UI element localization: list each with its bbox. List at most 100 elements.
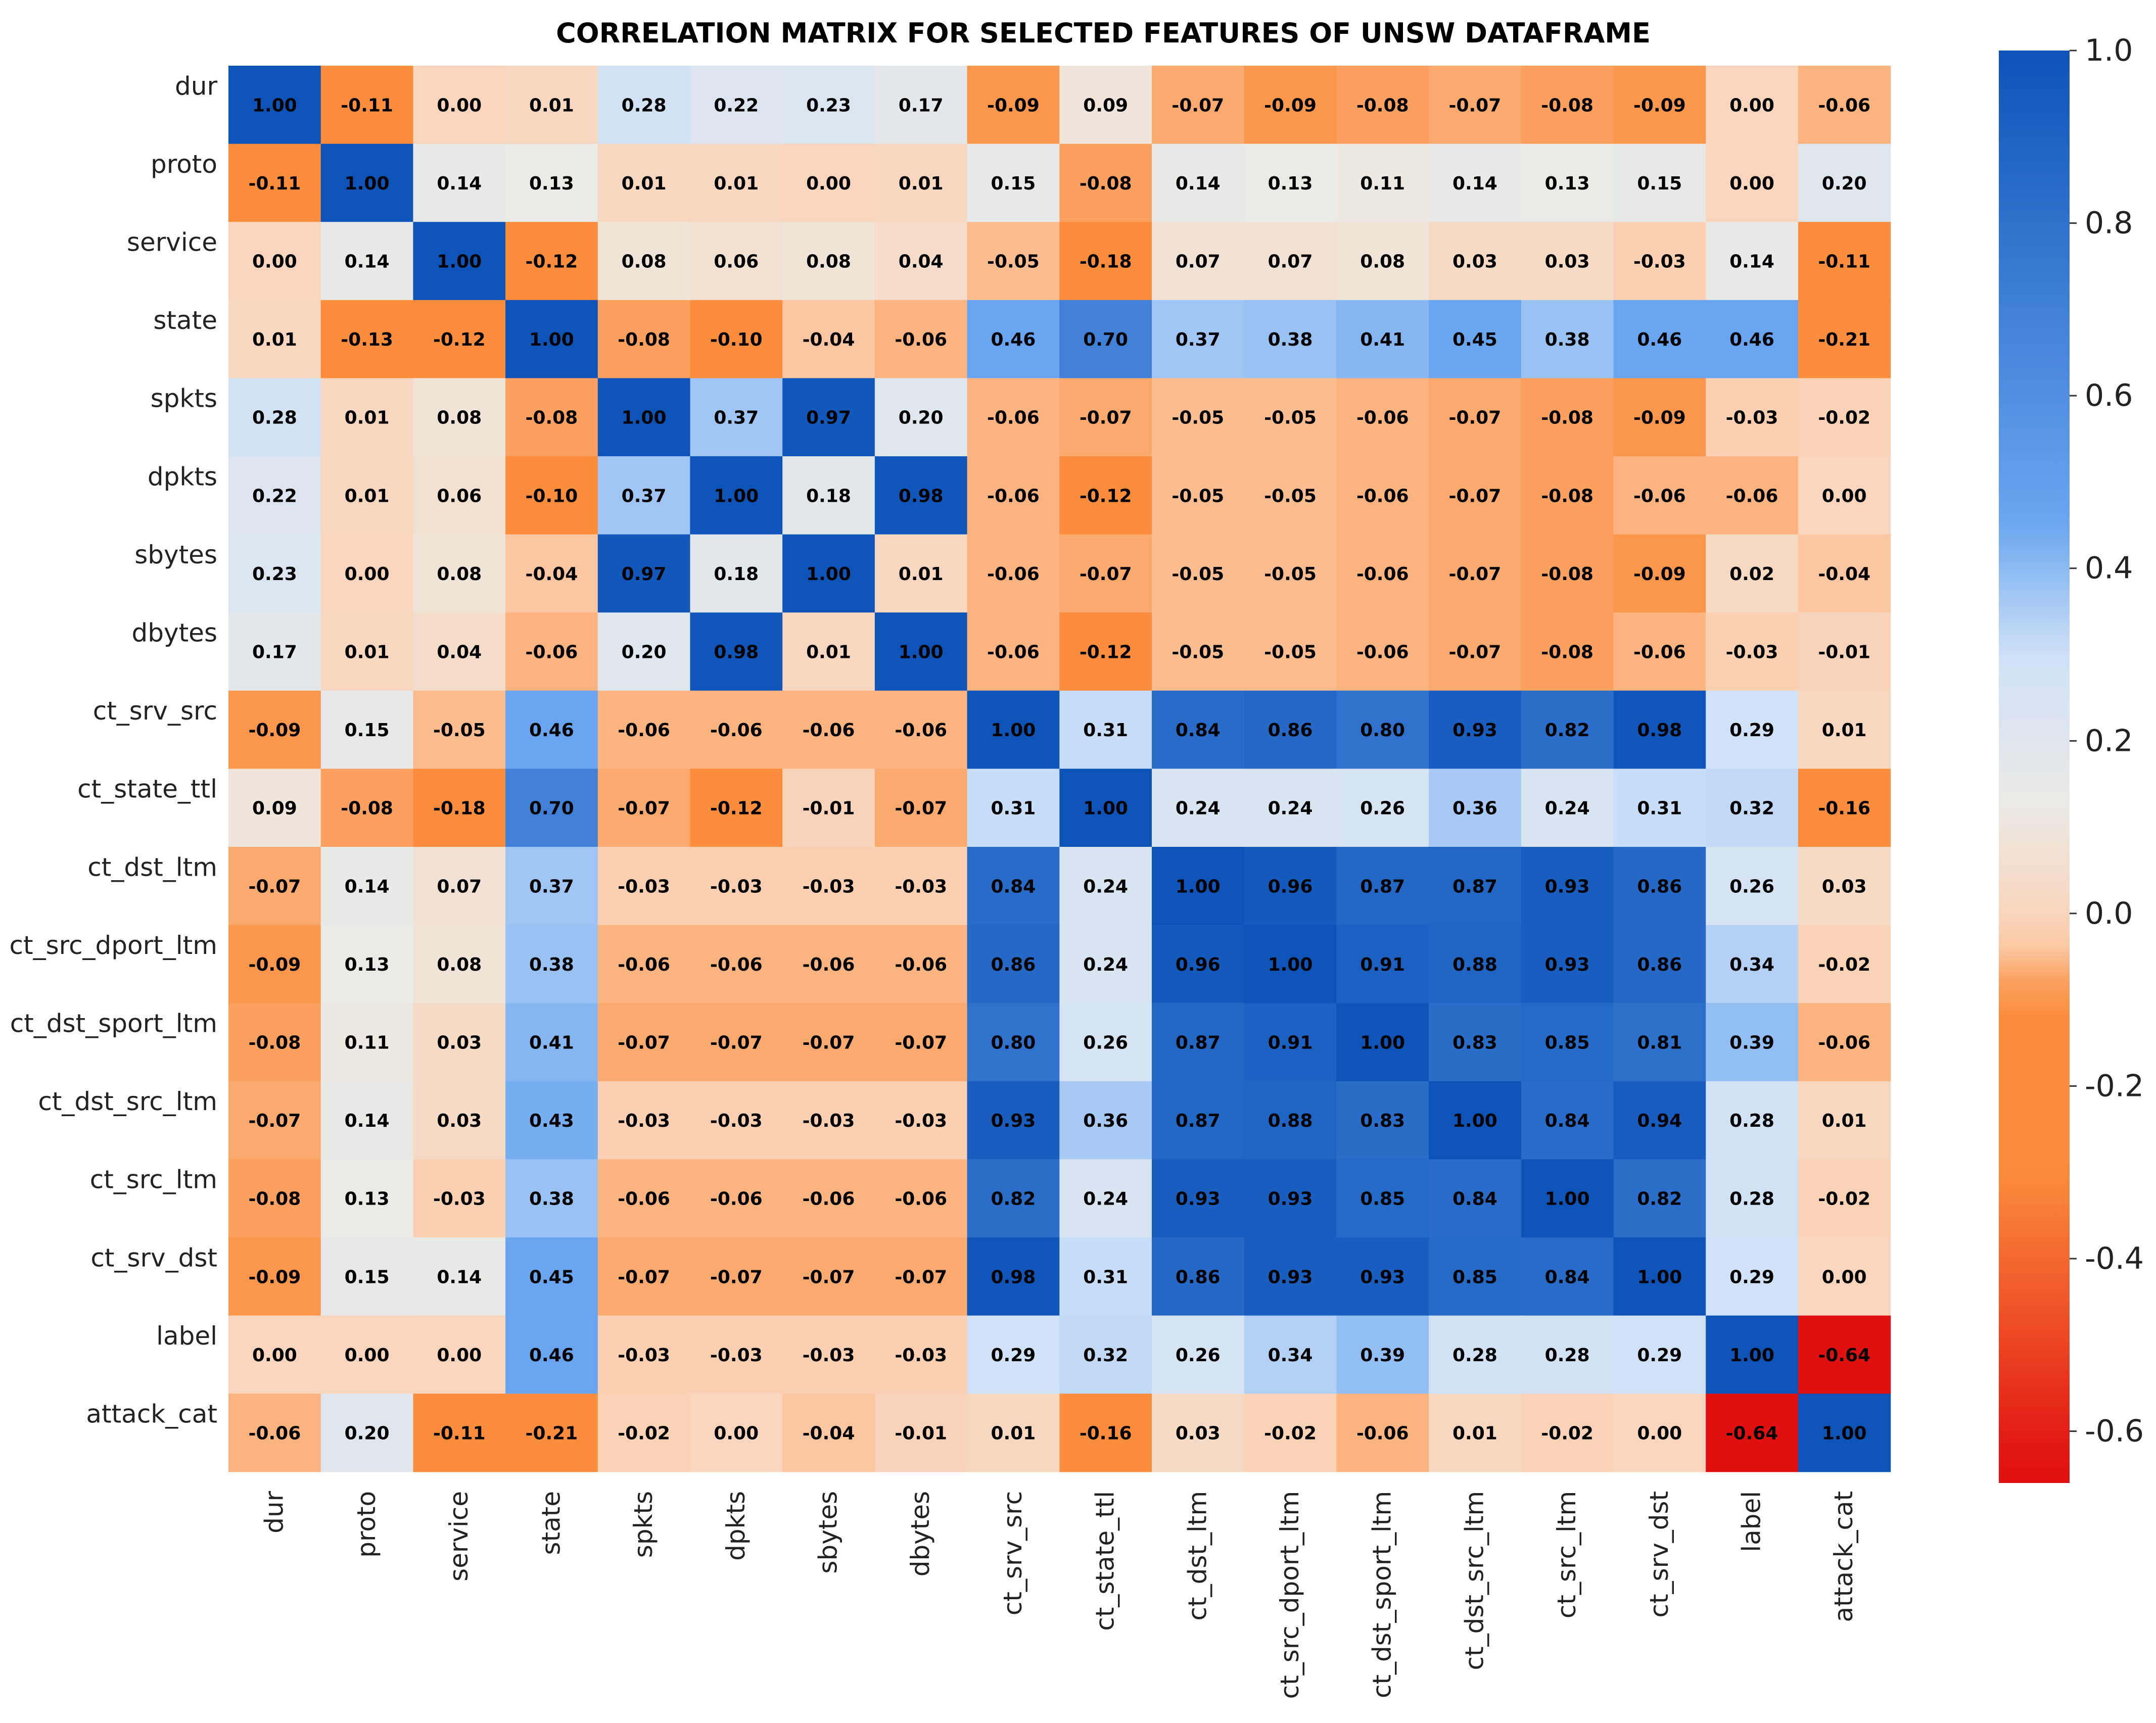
column-label-ct_src_dport_ltm: ct_src_dport_ltm: [1275, 1491, 1304, 1699]
cell-value-label: -0.02: [1541, 1423, 1593, 1444]
column-label-spkts: spkts: [629, 1491, 658, 1558]
cell-value-label: -0.02: [1264, 1423, 1317, 1444]
cell-value-label: 0.07: [1176, 252, 1221, 272]
cell-value-label: 0.20: [1822, 173, 1867, 194]
heatmap-cell-ct_dst_ltm-ct_dst_src_ltm: [1429, 847, 1522, 926]
heatmap-cell-label-ct_srv_src: [967, 1315, 1060, 1394]
cell-value-label: 0.26: [1083, 1033, 1128, 1054]
cell-value-label: -0.03: [1726, 408, 1778, 428]
cell-value-label: 0.82: [991, 1189, 1036, 1210]
heatmap-cell-service-sbytes: [782, 222, 875, 301]
row-label-ct_dst_sport_ltm: ct_dst_sport_ltm: [10, 1009, 217, 1038]
heatmap-cell-ct_state_ttl-label: [1706, 769, 1799, 847]
heatmap-cell-attack_cat-ct_dst_src_ltm: [1429, 1394, 1522, 1472]
cell-value-label: 0.70: [1083, 329, 1128, 350]
heatmap-cell-label-dpkts: [690, 1315, 783, 1394]
heatmap-cell-state-dbytes: [874, 300, 968, 378]
heatmap-cell-service-ct_srv_src: [967, 222, 1060, 301]
cell-value-label: -0.11: [249, 173, 301, 194]
cell-value-label: 0.85: [1545, 1033, 1590, 1054]
row-label-sbytes: sbytes: [134, 540, 217, 569]
heatmap-cell-ct_src_dport_ltm-ct_dst_src_ltm: [1429, 925, 1522, 1003]
cell-value-label: -0.08: [1356, 95, 1409, 116]
heatmap-cell-state-ct_dst_sport_ltm: [1336, 300, 1429, 378]
cell-value-label: 0.36: [1083, 1111, 1128, 1131]
heatmap-cell-dpkts-ct_dst_sport_ltm: [1336, 456, 1429, 535]
cell-value-label: 0.00: [437, 95, 482, 116]
heatmap-cell-sbytes-dbytes: [874, 534, 968, 613]
heatmap-cell-ct_dst_sport_ltm-dbytes: [874, 1003, 968, 1082]
cell-value-label: -0.08: [1541, 642, 1593, 663]
cell-value-label: 0.08: [437, 564, 482, 585]
heatmap-cell-spkts-service: [413, 378, 506, 457]
heatmap-cell-dbytes-ct_dst_ltm: [1152, 612, 1245, 691]
heatmap-cell-dur-label: [1706, 66, 1799, 145]
column-label-ct_src_ltm: ct_src_ltm: [1552, 1491, 1581, 1618]
cell-value-label: -0.06: [1726, 486, 1778, 506]
cell-value-label: -0.05: [1264, 408, 1317, 428]
colorbar-tick-label: 0.4: [2085, 551, 2133, 586]
cell-value-label: 0.24: [1176, 798, 1221, 819]
cell-value-label: 0.97: [622, 564, 667, 585]
heatmap-cell-dur-ct_state_ttl: [1059, 66, 1152, 145]
cell-value-label: 1.00: [806, 564, 851, 585]
cell-value-label: 0.04: [899, 252, 944, 272]
heatmap-cell-service-state: [505, 222, 598, 301]
heatmap-cell-ct_state_ttl-attack_cat: [1798, 769, 1891, 847]
heatmap-cell-dbytes-ct_srv_dst: [1613, 612, 1706, 691]
cell-value-label: -0.02: [1818, 954, 1870, 975]
cell-value-label: 0.13: [345, 1189, 390, 1210]
heatmap-cell-dbytes-dur: [228, 612, 321, 691]
cell-value-label: 0.20: [899, 408, 944, 428]
heatmap-cell-service-dur: [228, 222, 321, 301]
cell-value-label: 1.00: [1360, 1033, 1405, 1054]
cell-value-label: 0.29: [1637, 1345, 1682, 1366]
heatmap-cell-ct_state_ttl-ct_srv_src: [967, 769, 1060, 847]
cell-value-label: 1.00: [714, 486, 759, 506]
cell-value-label: -0.12: [526, 252, 578, 272]
heatmap-cell-sbytes-ct_src_dport_ltm: [1244, 534, 1337, 613]
heatmap-cell-dbytes-dpkts: [690, 612, 783, 691]
heatmap-cell-dpkts-ct_dst_src_ltm: [1429, 456, 1522, 535]
heatmap-cell-ct_src_ltm-sbytes: [782, 1159, 875, 1238]
cell-value-label: 0.87: [1360, 876, 1405, 897]
heatmap-cell-ct_state_ttl-dpkts: [690, 769, 783, 847]
cell-value-label: -0.03: [895, 1345, 947, 1366]
heatmap-cell-label-attack_cat: [1798, 1315, 1891, 1394]
cell-value-label: -0.07: [1080, 408, 1132, 428]
cell-value-label: -0.09: [1264, 95, 1317, 116]
heatmap-cell-ct_dst_ltm-ct_state_ttl: [1059, 847, 1152, 926]
cell-value-label: 0.08: [437, 408, 482, 428]
heatmap-cell-ct_dst_ltm-ct_dst_ltm: [1152, 847, 1245, 926]
cell-value-label: 0.87: [1176, 1111, 1221, 1131]
heatmap-cell-spkts-proto: [320, 378, 413, 457]
heatmap-cell-sbytes-ct_dst_ltm: [1152, 534, 1245, 613]
heatmap-cell-label-ct_dst_ltm: [1152, 1315, 1245, 1394]
cell-value-label: 0.11: [345, 1033, 390, 1054]
cell-value-label: 0.88: [1268, 1111, 1313, 1131]
heatmap-cell-ct_dst_ltm-ct_srv_src: [967, 847, 1060, 926]
heatmap-cell-dur-service: [413, 66, 506, 145]
cell-value-label: 0.14: [345, 252, 390, 272]
cell-value-label: 0.46: [1729, 329, 1774, 350]
cell-value-label: 0.06: [437, 486, 482, 506]
cell-value-label: 0.01: [1452, 1423, 1497, 1444]
cell-value-label: 0.46: [529, 1345, 574, 1366]
cell-value-label: 0.26: [1360, 798, 1405, 819]
cell-value-label: -0.06: [803, 720, 855, 741]
heatmap-cell-ct_dst_sport_ltm-sbytes: [782, 1003, 875, 1082]
heatmap-cell-ct_srv_src-label: [1706, 690, 1799, 769]
heatmap-cell-ct_src_dport_ltm-label: [1706, 925, 1799, 1003]
heatmap-cell-attack_cat-dpkts: [690, 1394, 783, 1472]
cell-value-label: 0.93: [1268, 1267, 1313, 1287]
heatmap-cell-sbytes-spkts: [597, 534, 691, 613]
cell-value-label: -0.02: [1818, 408, 1870, 428]
heatmap-cell-ct_srv_dst-ct_srv_src: [967, 1237, 1060, 1316]
heatmap-cell-ct_dst_src_ltm-ct_state_ttl: [1059, 1081, 1152, 1160]
cell-value-label: 0.37: [714, 408, 759, 428]
cell-value-label: 0.14: [1729, 252, 1774, 272]
heatmap-cell-proto-ct_dst_src_ltm: [1429, 143, 1522, 222]
cell-value-label: -0.07: [618, 1033, 670, 1054]
heatmap-cell-ct_dst_src_ltm-sbytes: [782, 1081, 875, 1160]
heatmap-cell-sbytes-attack_cat: [1798, 534, 1891, 613]
